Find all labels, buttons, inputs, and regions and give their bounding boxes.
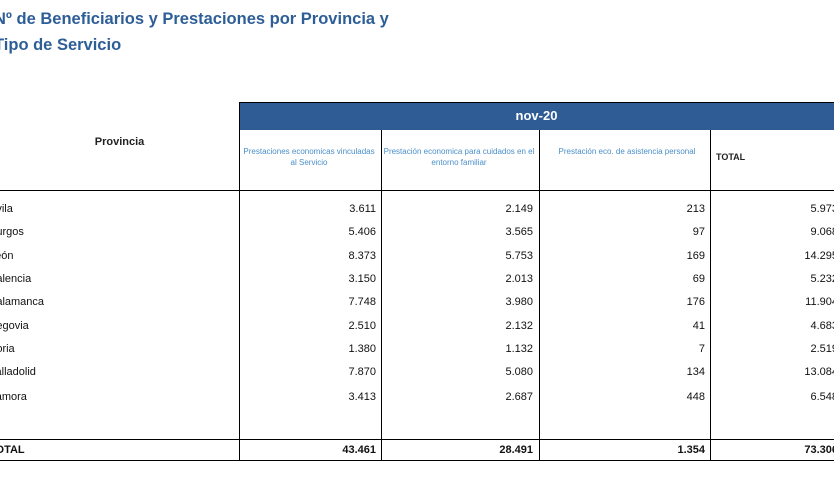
table-row: Salamanca 7.748 3.980 176 11.904 [0, 291, 834, 314]
cell-total: 5.973 [810, 203, 834, 215]
cell-c3: 213 [686, 203, 705, 215]
column-header-personal-assistance: Prestación eco. de asistencia personal [558, 147, 696, 156]
province-name: Burgos [0, 226, 24, 238]
period-label: nov-20 [515, 108, 558, 123]
cell-c3: 69 [692, 273, 705, 285]
table-total-row: TOTAL 43.461 28.491 1.354 73.306 [0, 439, 834, 462]
title-line-1: Nº de Beneficiarios y Prestaciones por P… [0, 10, 389, 28]
grid-line [0, 190, 834, 191]
cell-c1: 3.611 [349, 203, 376, 215]
cell-c3: 1.354 [677, 444, 705, 456]
column-header-family-care: Prestación economica para cuidados en el… [383, 147, 535, 167]
cell-c1: 7.870 [348, 366, 376, 378]
cell-c2: 3.565 [505, 226, 533, 238]
cell-total: 73.306 [804, 444, 834, 456]
province-name: Salamanca [0, 296, 45, 308]
province-name: Valladolid [0, 366, 36, 378]
table-row: Zamora 3.413 2.687 448 6.548 [0, 386, 834, 409]
province-column-header: Provincia [94, 136, 145, 148]
cell-c1: 7.748 [348, 296, 376, 308]
cell-c3: 176 [686, 296, 705, 308]
table-row: Segovia 2.510 2.132 41 4.683 [0, 315, 834, 338]
table-row: Soria 1.380 1.132 7 2.519 [0, 338, 834, 361]
province-name: León [0, 250, 14, 262]
table-row: León 8.373 5.753 169 14.295 [0, 245, 834, 268]
cell-total: 11.904 [805, 296, 834, 308]
cell-c2: 5.080 [505, 366, 533, 378]
cell-total: 6.548 [810, 391, 834, 403]
cell-c2: 28.491 [499, 444, 533, 456]
cell-total: 5.232 [810, 273, 834, 285]
cell-c3: 41 [692, 320, 705, 332]
cell-total: 4.683 [810, 320, 834, 332]
province-name: Zamora [0, 391, 27, 403]
cell-c1: 8.373 [348, 250, 376, 262]
period-header-band [239, 102, 834, 130]
cell-c3: 97 [692, 226, 705, 238]
table-row: Burgos 5.406 3.565 97 9.068 [0, 221, 834, 244]
cell-c2: 2.149 [505, 203, 533, 215]
grid-line [539, 130, 540, 460]
province-name: Soria [0, 343, 15, 355]
cell-c3: 448 [686, 391, 705, 403]
page-title: Nº de Beneficiarios y Prestaciones por P… [0, 6, 594, 58]
cell-total: 14.295 [804, 250, 834, 262]
cell-c2: 2.687 [505, 391, 533, 403]
cell-c2: 3.980 [505, 296, 533, 308]
province-name: Palencia [0, 273, 32, 285]
grid-line [381, 130, 382, 460]
cell-total: 9.068 [810, 226, 834, 238]
province-name: TOTAL [0, 444, 25, 456]
grid-line [239, 102, 240, 460]
province-name: Segovia [0, 320, 29, 332]
cell-c1: 3.413 [348, 391, 376, 403]
cell-c1: 2.510 [348, 320, 376, 332]
grid-line [239, 102, 834, 103]
cell-c2: 1.132 [505, 343, 533, 355]
table-row: Ávila 3.611 2.149 213 5.973 [0, 198, 834, 221]
cell-c2: 2.132 [505, 320, 533, 332]
cell-c1: 43.461 [342, 444, 376, 456]
province-name: Ávila [0, 203, 13, 215]
cell-c1: 5.406 [348, 226, 376, 238]
cell-c3: 134 [686, 366, 705, 378]
table-row: Palencia 3.150 2.013 69 5.232 [0, 268, 834, 291]
title-line-2: Tipo de Servicio [0, 36, 122, 54]
column-header-services: Prestaciones economicas vinculadas al Se… [243, 147, 375, 167]
cell-total: 2.519 [810, 343, 834, 355]
cell-c3: 7 [698, 343, 705, 355]
cell-c1: 1.380 [348, 343, 376, 355]
cell-c3: 169 [686, 250, 705, 262]
table-row: Valladolid 7.870 5.080 134 13.084 [0, 361, 834, 384]
cell-c2: 2.013 [505, 273, 533, 285]
grid-line [710, 130, 711, 460]
cell-c1: 3.150 [348, 273, 376, 285]
cell-total: 13.084 [804, 366, 834, 378]
grid-line [0, 460, 834, 461]
grid-line [0, 439, 834, 440]
column-header-total: TOTAL [716, 152, 746, 162]
cell-c2: 5.753 [505, 250, 533, 262]
